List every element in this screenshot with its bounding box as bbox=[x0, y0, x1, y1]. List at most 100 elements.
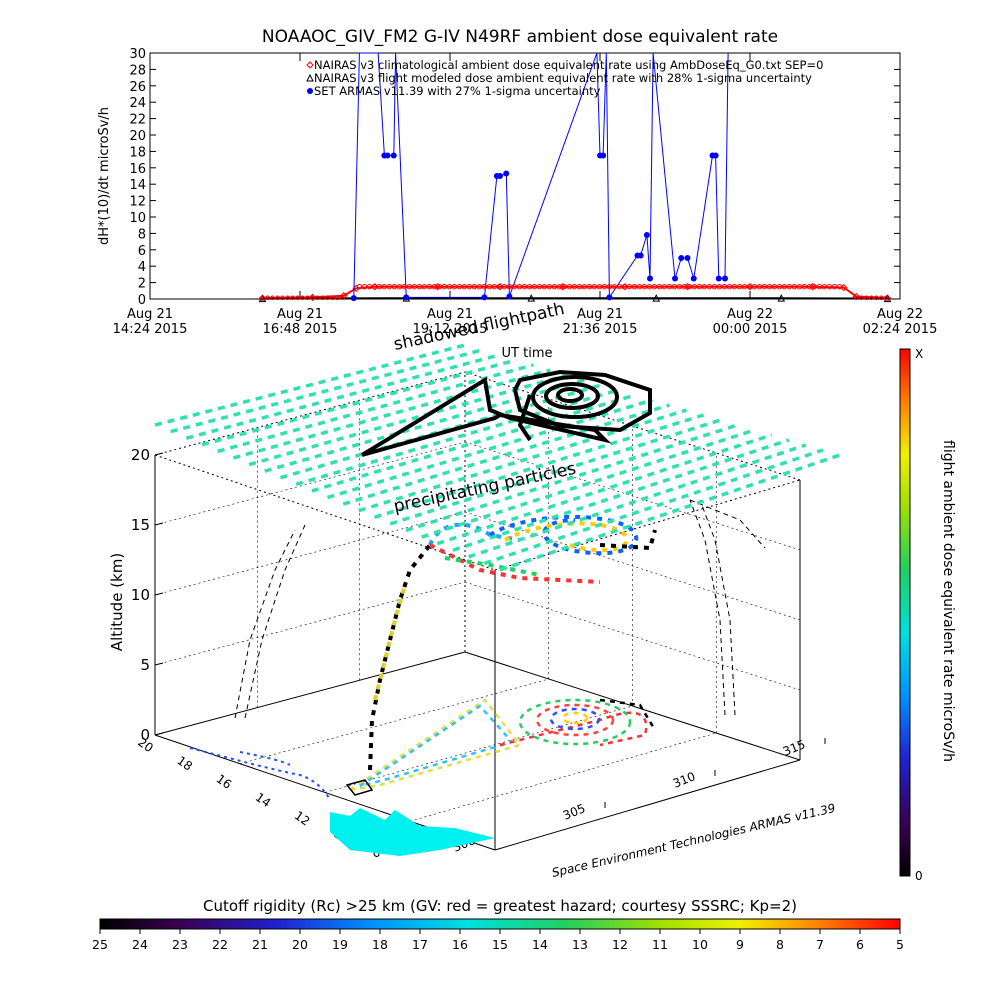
credit-text: Space Environment Technologies ARMAS v11… bbox=[551, 801, 837, 880]
plane-line bbox=[342, 403, 671, 506]
data-point bbox=[811, 284, 818, 290]
x-tick-label: 305 bbox=[561, 801, 587, 823]
data-point bbox=[616, 284, 623, 290]
data-point bbox=[646, 284, 653, 290]
data-point bbox=[441, 284, 448, 290]
data-point bbox=[436, 284, 443, 290]
data-point bbox=[691, 284, 698, 290]
data-point bbox=[315, 295, 320, 301]
x-axis-3d: 300305310315 bbox=[451, 737, 826, 855]
plane-line bbox=[232, 368, 551, 460]
colorbar-bottom-label: 0 bbox=[915, 869, 923, 883]
data-point bbox=[325, 295, 330, 301]
data-point bbox=[671, 284, 678, 290]
y-tick-label: 24 bbox=[129, 96, 146, 111]
rigidity-tick-label: 5 bbox=[896, 937, 904, 952]
z-tick-label: 10 bbox=[131, 586, 150, 604]
rigidity-tick-label: 8 bbox=[776, 937, 784, 952]
data-point bbox=[796, 284, 803, 290]
data-point bbox=[621, 284, 628, 290]
data-point bbox=[761, 284, 768, 290]
data-point bbox=[411, 284, 418, 290]
plane-line bbox=[358, 408, 688, 513]
x-tick-label: 00:00 2015 bbox=[713, 322, 788, 337]
z-tick bbox=[154, 522, 164, 526]
plane-line bbox=[389, 418, 722, 526]
data-point bbox=[651, 284, 658, 290]
data-point bbox=[384, 152, 391, 159]
rigidity-tick-label: 11 bbox=[652, 937, 668, 952]
flightpath-3d bbox=[368, 514, 657, 771]
data-point bbox=[690, 275, 697, 282]
data-point bbox=[541, 284, 548, 290]
rigidity-tick-label: 15 bbox=[492, 937, 508, 952]
data-point bbox=[350, 295, 357, 302]
data-point bbox=[451, 284, 458, 290]
rigidity-tick-label: 9 bbox=[736, 937, 744, 952]
plane-line bbox=[452, 438, 790, 552]
data-point bbox=[416, 284, 423, 290]
data-point bbox=[786, 284, 793, 290]
data-point bbox=[556, 284, 563, 290]
x-tick-label: 315 bbox=[781, 737, 807, 759]
data-point bbox=[672, 275, 678, 282]
y-tick-label: 20 bbox=[135, 735, 156, 755]
data-point bbox=[681, 284, 688, 290]
plane-line bbox=[170, 348, 483, 434]
data-point bbox=[777, 294, 786, 302]
particle-plane bbox=[154, 343, 841, 572]
data-point bbox=[352, 284, 360, 293]
y-axis-label: dH*(10)/dt microSv/h bbox=[97, 107, 112, 245]
data-point bbox=[536, 284, 543, 290]
plane-line bbox=[499, 453, 841, 572]
y-tick-label: 26 bbox=[129, 80, 146, 95]
dose-rate-timeseries: NOAAOC_GIV_FM2 G-IV N49RF ambient dose e… bbox=[97, 27, 937, 361]
rigidity-tick-label: 24 bbox=[132, 937, 148, 952]
data-point bbox=[736, 284, 743, 290]
plane-line bbox=[185, 353, 500, 440]
data-point bbox=[600, 152, 607, 159]
data-point bbox=[265, 295, 270, 301]
data-point bbox=[631, 284, 638, 290]
data-point bbox=[280, 295, 285, 301]
legend-entry: SET ARMAS v11.39 with 27% 1-sigma uncert… bbox=[314, 84, 601, 98]
data-point bbox=[310, 295, 315, 301]
data-point bbox=[581, 284, 588, 290]
data-point bbox=[558, 282, 567, 291]
data-point bbox=[586, 284, 593, 290]
x-tick-label: 21:36 2015 bbox=[563, 322, 638, 337]
data-point bbox=[656, 284, 663, 290]
floor-start-marker bbox=[345, 779, 374, 796]
z-axis-label: Altitude (km) bbox=[108, 553, 126, 651]
data-point bbox=[466, 284, 473, 290]
drop-lines bbox=[234, 499, 736, 719]
legend: NAIRAS v3 climatological ambient dose eq… bbox=[306, 58, 823, 98]
data-point bbox=[531, 284, 538, 290]
data-point bbox=[756, 284, 763, 290]
cyan-region bbox=[330, 808, 495, 856]
x-tick-label: Aug 22 bbox=[727, 307, 773, 322]
coastline-dots bbox=[189, 747, 331, 801]
data-point bbox=[335, 295, 340, 301]
data-point bbox=[576, 284, 583, 290]
data-point bbox=[546, 284, 553, 290]
x-tick-label: Aug 21 bbox=[127, 307, 173, 322]
rigidity-tick-label: 10 bbox=[692, 937, 708, 952]
data-point bbox=[421, 284, 428, 290]
data-point bbox=[766, 284, 773, 290]
dose-colorbar bbox=[899, 348, 911, 877]
data-point bbox=[715, 275, 722, 282]
z-axis: 0 5 10 15 20 bbox=[131, 446, 164, 744]
data-point bbox=[647, 275, 653, 282]
data-point bbox=[836, 284, 843, 290]
y-tick-label: 18 bbox=[129, 145, 146, 160]
rigidity-tick-label: 21 bbox=[252, 937, 268, 952]
data-point bbox=[696, 284, 703, 290]
z-tick-label: 15 bbox=[131, 516, 150, 534]
data-point bbox=[643, 232, 650, 239]
data-point bbox=[883, 295, 889, 301]
data-point bbox=[776, 284, 783, 290]
data-point bbox=[678, 255, 685, 261]
data-point bbox=[406, 284, 413, 290]
data-point bbox=[486, 284, 493, 290]
